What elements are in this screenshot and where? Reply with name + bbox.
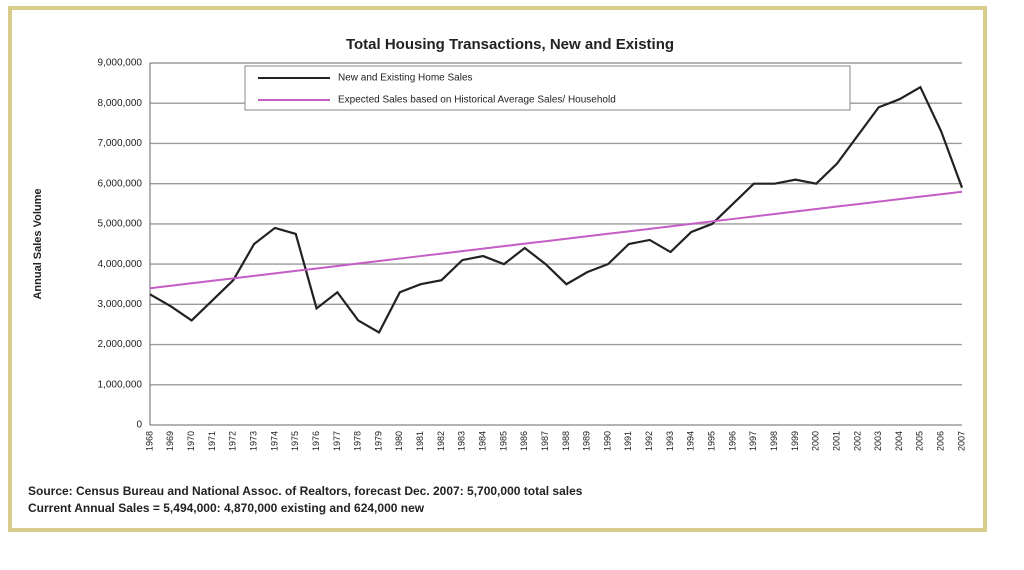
current-sales-note: Current Annual Sales = 5,494,000: 4,870,… (28, 501, 425, 515)
x-tick-label: 1991 (623, 431, 633, 451)
legend: New and Existing Home Sales Expected Sale… (244, 65, 851, 111)
x-tick-label: 2005 (915, 431, 925, 451)
x-tick-label: 1997 (748, 431, 758, 451)
x-tick-label: 1994 (686, 431, 696, 451)
series-line (149, 85, 964, 335)
y-tick-label: 0 (136, 420, 142, 431)
legend-label: Expected Sales based on Historical Avera… (338, 95, 616, 106)
x-tick-label: 1982 (436, 431, 446, 451)
x-tick-label: 1995 (707, 431, 717, 451)
x-tick-label: 2000 (811, 431, 821, 451)
legend-box (244, 65, 851, 111)
x-tick-label: 1974 (269, 431, 279, 451)
x-tick-label: 1993 (665, 431, 675, 451)
y-tick-label: 8,000,000 (98, 98, 143, 109)
y-tick-label: 4,000,000 (98, 259, 143, 270)
x-tick-label: 2006 (936, 431, 946, 451)
x-tick-label: 1969 (165, 431, 175, 451)
legend-label: New and Existing Home Sales (338, 73, 473, 84)
x-tick-label: 1972 (228, 431, 238, 451)
x-tick-label: 1990 (602, 431, 612, 451)
y-tick-label: 6,000,000 (98, 178, 143, 189)
x-tick-label: 1981 (415, 431, 425, 451)
x-tick-label: 2002 (852, 431, 862, 451)
x-tick-label: 2001 (831, 431, 841, 451)
source-note: Source: Census Bureau and National Assoc… (28, 484, 583, 498)
chart-title: Total Housing Transactions, New and Exis… (346, 36, 674, 53)
x-tick-label: 1968 (144, 431, 154, 451)
y-tick-label: 2,000,000 (98, 339, 143, 350)
x-tick-label: 1987 (540, 431, 550, 451)
y-tick-label: 9,000,000 (98, 58, 143, 69)
y-axis-label: Annual Sales Volume (32, 188, 44, 299)
x-tick-label: 1971 (207, 431, 217, 451)
x-tick-label: 1979 (373, 431, 383, 451)
x-tick-label: 1985 (498, 431, 508, 451)
y-tick-label: 7,000,000 (98, 138, 143, 149)
x-tick-label: 1975 (290, 431, 300, 451)
x-tick-label: 2003 (873, 431, 883, 451)
x-tick-label: 1996 (727, 431, 737, 451)
x-tick-label: 1980 (394, 431, 404, 451)
x-tick-label: 1989 (582, 431, 592, 451)
x-tick-label: 1973 (248, 431, 258, 451)
x-tick-label: 1983 (457, 431, 467, 451)
x-tick-label: 1988 (561, 431, 571, 451)
x-tick-label: 1976 (311, 431, 321, 451)
x-tick-label: 1978 (353, 431, 363, 451)
x-tick-label: 2004 (894, 431, 904, 451)
x-tick-label: 1984 (478, 431, 488, 451)
x-tick-label: 1970 (186, 431, 196, 451)
series-line (149, 190, 963, 290)
x-tick-label: 1992 (644, 431, 654, 451)
x-tick-label: 1998 (769, 431, 779, 451)
x-tick-label: 1977 (332, 431, 342, 451)
x-tick-label: 2007 (956, 431, 966, 451)
plot-area: 0 1,000,000 2,000,000 3,000,000 4,000,000 5,0… (98, 58, 967, 451)
x-tick-label: 1986 (519, 431, 529, 451)
y-tick-label: 3,000,000 (98, 299, 143, 310)
y-tick-label: 5,000,000 (98, 219, 143, 230)
y-tick-label: 1,000,000 (98, 379, 143, 390)
x-tick-label: 1999 (790, 431, 800, 451)
